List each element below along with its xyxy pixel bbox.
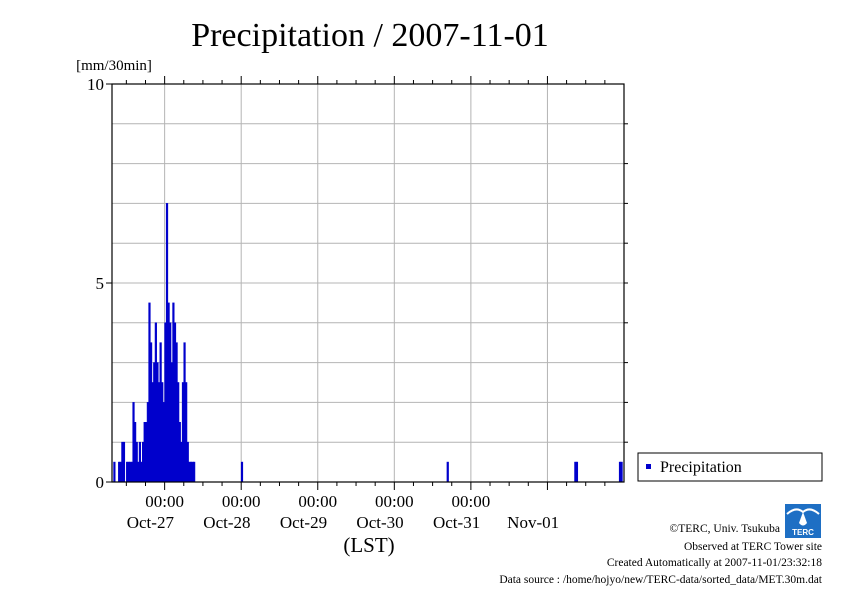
x-date-tick-label: Oct-27 — [127, 513, 175, 532]
precipitation-bar — [193, 461, 196, 483]
data-source-text: Data source : /home/hojyo/new/TERC-data/… — [499, 574, 822, 586]
x-date-tick-label: Oct-30 — [356, 513, 403, 532]
legend: Precipitation — [637, 452, 823, 482]
x-date-tick-label: Nov-01 — [507, 513, 559, 532]
precipitation-bar — [575, 461, 579, 483]
x-axis: 00:00 00:00 00:00 00:00 00:00 Oct-27 Oct-28 Oct… — [125, 76, 628, 532]
x-axis-label: (LST) — [343, 533, 394, 557]
legend-box — [637, 452, 823, 482]
y-axis-unit-label: [mm/30min] — [76, 58, 152, 74]
y-tick-label: 5 — [96, 274, 105, 293]
precipitation-bar — [122, 441, 126, 483]
x-time-tick-label: 00:00 — [222, 492, 261, 511]
precipitation-bar — [240, 461, 244, 483]
terc-logo: TERC — [785, 504, 821, 538]
legend-label: Precipitation — [660, 459, 742, 476]
precipitation-bar — [446, 461, 449, 483]
chart-title: Precipitation / 2007-11-01 — [191, 17, 549, 54]
precipitation-bar — [620, 461, 623, 483]
x-date-tick-label: Oct-29 — [280, 513, 327, 532]
y-tick-label: 10 — [87, 75, 104, 94]
copyright-text: ©TERC, Univ. Tsukuba — [670, 523, 780, 535]
y-tick-label: 0 — [96, 473, 105, 492]
grid-lines — [112, 84, 624, 482]
bar-series — [113, 203, 623, 483]
observed-text: Observed at TERC Tower site — [684, 541, 822, 553]
x-time-tick-label: 00:00 — [145, 492, 184, 511]
logo-text: TERC — [792, 528, 814, 537]
x-date-tick-label: Oct-28 — [203, 513, 250, 532]
precipitation-bar — [113, 461, 116, 483]
y-axis: 0 5 10 — [87, 75, 112, 492]
x-time-tick-label: 00:00 — [452, 492, 491, 511]
x-time-tick-label: 00:00 — [298, 492, 337, 511]
created-text: Created Automatically at 2007-11-01/23:3… — [607, 557, 822, 569]
legend-swatch — [646, 464, 651, 469]
x-date-tick-label: Oct-31 — [433, 513, 480, 532]
x-time-tick-label: 00:00 — [375, 492, 414, 511]
